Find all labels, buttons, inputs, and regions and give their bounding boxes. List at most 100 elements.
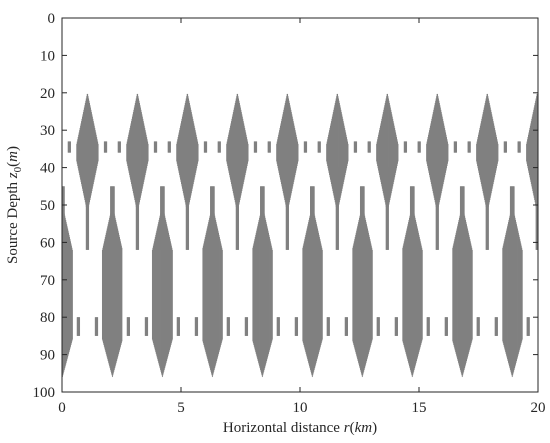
filled-region-segment <box>480 123 482 182</box>
filled-region-segment <box>359 186 361 250</box>
filled-region-segment <box>418 232 419 354</box>
filled-region-segment <box>477 139 478 167</box>
filled-region-segment <box>310 213 311 370</box>
filled-region-segment <box>507 226 508 360</box>
filled-region-segment <box>77 139 79 167</box>
filled-region-segment <box>469 141 471 153</box>
filled-region-segment <box>412 186 414 250</box>
filled-region-segment <box>243 125 245 180</box>
filled-region-segment <box>226 317 228 336</box>
filled-region-segment <box>283 109 285 196</box>
filled-region-segment <box>490 112 492 194</box>
filled-region-segment <box>462 186 464 250</box>
filled-region-segment <box>136 167 138 250</box>
filled-region-segment <box>78 134 80 171</box>
filled-region-segment <box>512 209 514 374</box>
filled-region-segment <box>162 209 164 374</box>
filled-region-segment <box>414 217 416 367</box>
filled-region-segment <box>306 230 308 356</box>
filled-region-segment <box>490 109 492 196</box>
y-tick-label: 80 <box>40 310 55 326</box>
filled-region-segment <box>269 141 270 153</box>
filled-region-segment <box>465 219 467 365</box>
filled-region-segment <box>189 105 191 201</box>
filled-region-segment <box>360 211 362 372</box>
filled-region-segment <box>156 228 158 358</box>
filled-region-segment <box>346 137 348 169</box>
filled-region-segment <box>260 209 262 374</box>
filled-region-segment <box>188 100 190 205</box>
filled-region-segment <box>527 139 528 167</box>
filled-region-segment <box>188 98 190 207</box>
filled-region-segment <box>205 141 207 153</box>
filled-region-segment <box>136 167 138 250</box>
filled-region-segment <box>482 112 484 194</box>
filled-region-segment <box>359 213 361 370</box>
filled-region-segment <box>112 207 114 376</box>
filled-region-segment <box>408 219 410 365</box>
filled-region-segment <box>117 141 119 153</box>
filled-region-segment <box>476 317 478 336</box>
filled-region-segment <box>183 109 185 196</box>
filled-region-segment <box>384 105 386 201</box>
filled-region-segment <box>496 317 497 336</box>
filled-region-segment <box>532 112 534 194</box>
filled-region-segment <box>378 317 380 336</box>
filled-region-segment <box>229 317 230 336</box>
filled-region-segment <box>413 186 415 250</box>
filled-region-segment <box>144 127 146 178</box>
filled-region-segment <box>185 100 187 205</box>
filled-region-segment <box>378 134 379 171</box>
filled-region-segment <box>468 141 470 153</box>
filled-region-segment <box>392 118 394 187</box>
filled-region-segment <box>291 116 293 189</box>
filled-region-segment <box>196 139 198 167</box>
filled-region-segment <box>452 247 454 342</box>
filled-region-segment <box>534 103 536 203</box>
filled-region-segment <box>512 207 514 376</box>
filled-region-segment <box>414 215 416 369</box>
filled-region-segment <box>344 317 346 336</box>
y-axis: 0 10 20 30 40 50 60 70 80 90 100 <box>33 11 538 401</box>
filled-region-segment <box>346 317 348 336</box>
filled-region-segment <box>337 167 339 250</box>
filled-region-segment <box>141 112 142 194</box>
filled-region-segment <box>346 139 348 167</box>
filled-region-segment <box>227 137 229 169</box>
filled-region-segment <box>102 245 104 344</box>
filled-region-segment <box>456 230 458 356</box>
filled-region-segment <box>535 100 537 205</box>
filled-region-segment <box>307 226 309 360</box>
filled-region-segment <box>168 141 170 153</box>
filled-region-segment <box>469 141 471 153</box>
filled-region-segment <box>459 186 461 250</box>
filled-region-segment <box>370 243 372 345</box>
filled-region-segment <box>306 141 308 153</box>
filled-region-segment <box>305 141 307 153</box>
filled-region-segment <box>409 217 410 367</box>
filled-region-segment <box>437 96 439 210</box>
filled-region-segment <box>88 98 90 207</box>
filled-region-segment <box>517 141 519 153</box>
filled-region-segment <box>65 222 67 363</box>
filled-region-segment <box>420 245 422 344</box>
filled-region-segment <box>179 127 181 178</box>
filled-region-segment <box>207 224 209 362</box>
filled-region-segment <box>219 239 221 349</box>
filled-region-segment <box>335 100 337 205</box>
filled-region-segment <box>363 213 365 370</box>
filled-region-segment <box>147 143 149 162</box>
filled-region-segment <box>289 103 290 203</box>
filled-region-segment <box>255 141 257 153</box>
filled-region-segment <box>410 209 412 374</box>
filled-region-segment <box>478 317 479 336</box>
filled-region-segment <box>282 112 284 194</box>
filled-region-segment <box>336 167 338 250</box>
filled-region-segment <box>77 317 79 336</box>
filled-region-segment <box>363 211 365 372</box>
filled-region-segment <box>428 134 429 171</box>
filled-region-segment <box>434 103 436 203</box>
filled-region-segment <box>463 213 465 370</box>
filled-region-segment <box>320 243 322 345</box>
